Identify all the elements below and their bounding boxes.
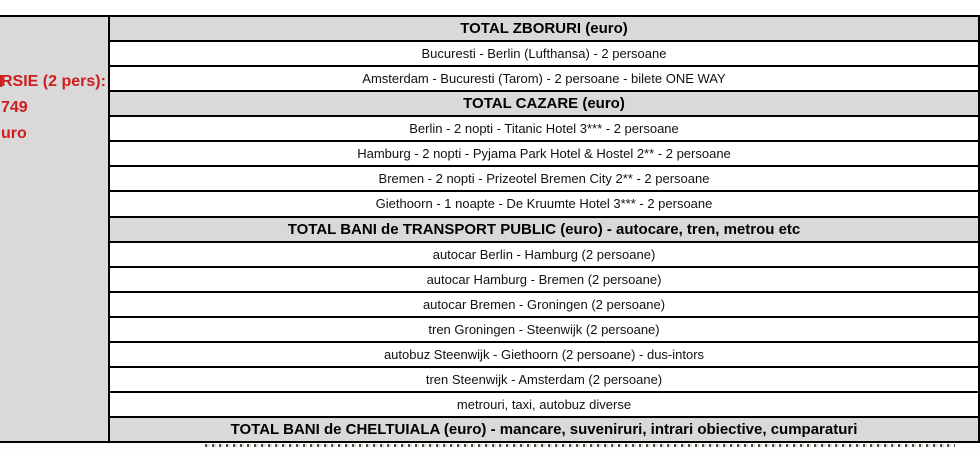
top-margin: [0, 0, 980, 15]
expense-row[interactable]: Amsterdam - Bucuresti (Tarom) - 2 persoa…: [110, 67, 978, 93]
table-top-border: [0, 15, 980, 17]
bottom-cutoff-row: [0, 443, 980, 454]
section-header-row[interactable]: TOTAL CAZARE (euro): [110, 92, 978, 118]
expense-row[interactable]: tren Steenwijk - Amsterdam (2 persoane): [110, 367, 978, 393]
expense-row[interactable]: autocar Berlin - Hamburg (2 persoane): [110, 242, 978, 268]
trip-total-cell[interactable]: RSIE (2 pers): 749 uro: [0, 17, 110, 441]
clipped-text-remnant: [205, 444, 955, 447]
expense-row[interactable]: Bucuresti - Berlin (Lufthansa) - 2 perso…: [110, 42, 978, 68]
trip-total-label: RSIE (2 pers): 749 uro: [1, 69, 106, 147]
section-header-row[interactable]: TOTAL BANI de TRANSPORT PUBLIC (euro) - …: [110, 217, 978, 243]
expense-row[interactable]: Giethoorn - 1 noapte - De Kruumte Hotel …: [110, 192, 978, 218]
expense-row[interactable]: Hamburg - 2 nopti - Pyjama Park Hotel & …: [110, 142, 978, 168]
expense-row[interactable]: Bremen - 2 nopti - Prizeotel Bremen City…: [110, 167, 978, 193]
expense-row[interactable]: tren Groningen - Steenwijk (2 persoane): [110, 317, 978, 343]
section-header-row[interactable]: TOTAL BANI de CHELTUIALA (euro) - mancar…: [110, 418, 978, 442]
trip-total-line: RSIE (2 pers):: [1, 73, 106, 90]
expense-table: TOTAL ZBORURI (euro) Bucuresti - Berlin (…: [110, 17, 980, 442]
expense-row[interactable]: autocar Bremen - Groningen (2 persoane): [110, 292, 978, 318]
table-bottom-border: [0, 441, 980, 443]
expense-row[interactable]: Berlin - 2 nopti - Titanic Hotel 3*** - …: [110, 117, 978, 143]
table-body: RSIE (2 pers): 749 uro TOTAL ZBORURI (eu…: [0, 17, 980, 442]
expense-row[interactable]: autobuz Steenwijk - Giethoorn (2 persoan…: [110, 342, 978, 368]
expense-row[interactable]: metrouri, taxi, autobuz diverse: [110, 392, 978, 418]
expense-row[interactable]: autocar Hamburg - Bremen (2 persoane): [110, 267, 978, 293]
clipped-glyph-remnant: [0, 75, 2, 87]
trip-total-line: 749: [1, 99, 28, 116]
trip-total-line: uro: [1, 125, 27, 142]
section-header-row[interactable]: TOTAL ZBORURI (euro): [110, 17, 978, 43]
